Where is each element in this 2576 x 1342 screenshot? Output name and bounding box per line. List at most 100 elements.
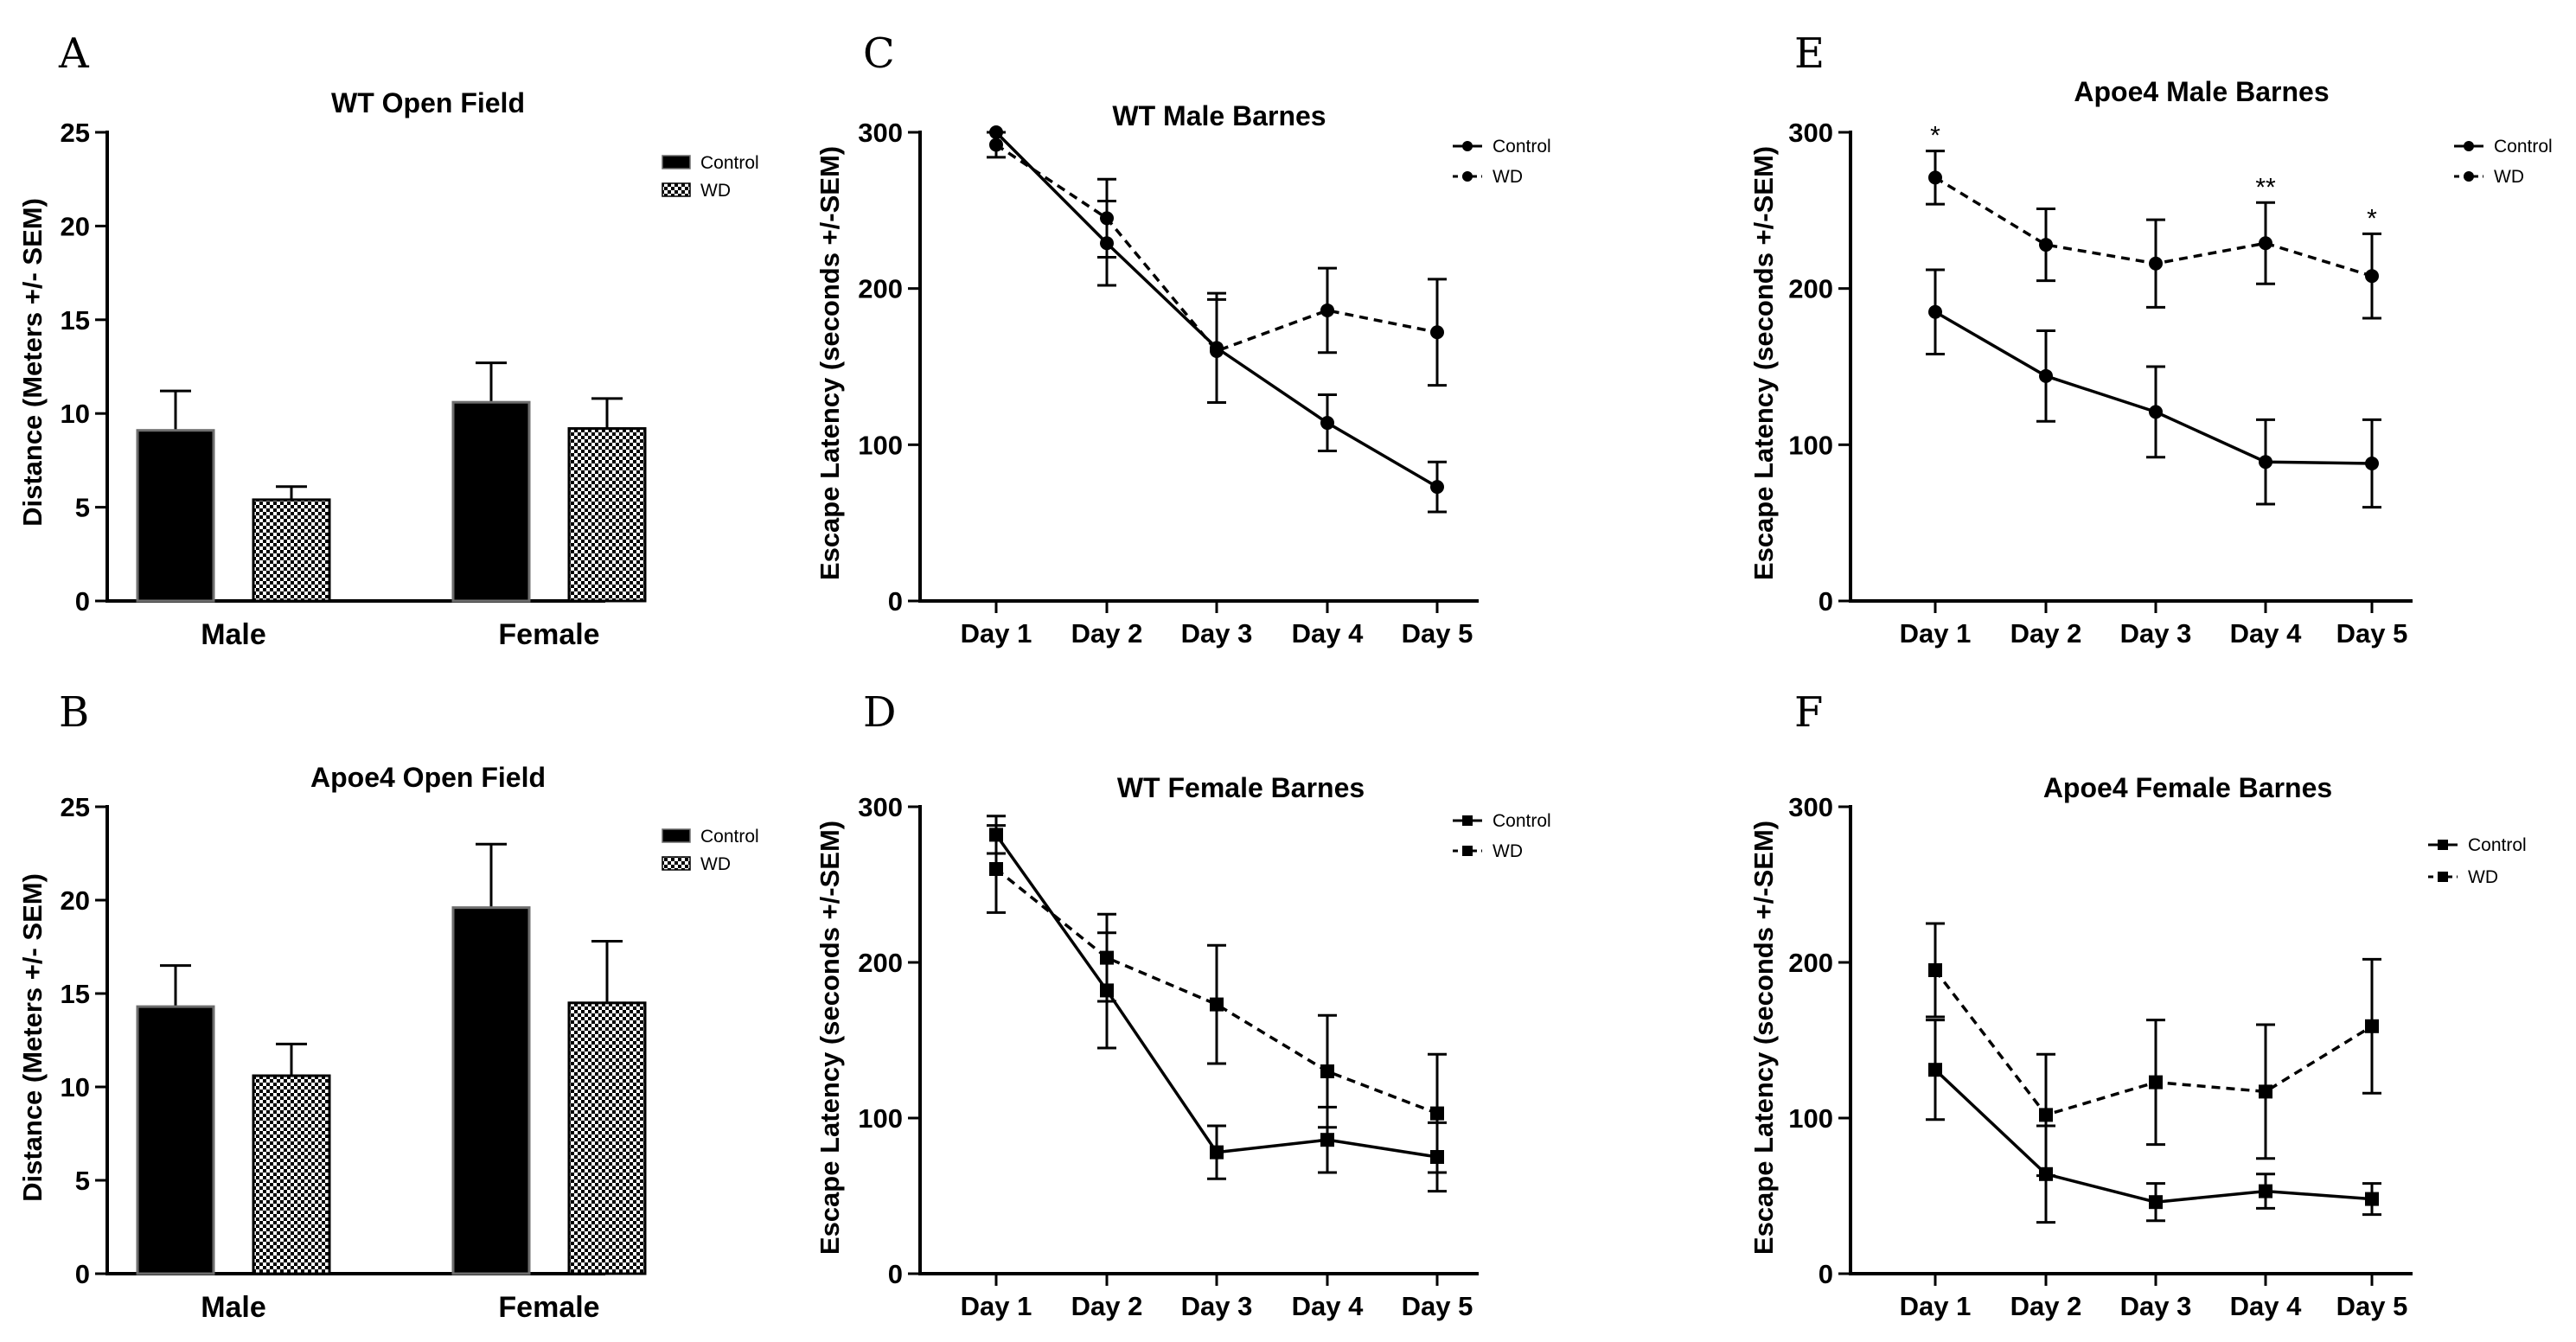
bar-wd — [252, 498, 331, 603]
legend-label: WD — [2468, 867, 2498, 887]
data-point-wd — [1100, 211, 1114, 226]
y-axis-label: Distance (Meters +/- SEM) — [17, 873, 48, 1202]
x-category-label: Male — [201, 618, 266, 651]
data-point-control — [2039, 368, 2053, 383]
plot-area: 0 5 10 15 20 25 Male Female Control WD — [61, 792, 759, 1324]
x-tick-label: Day 3 — [1181, 618, 1253, 649]
y-axis-label: Escape Latency (seconds +/-SEM) — [1748, 821, 1779, 1255]
data-point-control — [1210, 1145, 1224, 1160]
bar-control — [451, 906, 531, 1275]
y-tick-label: 300 — [858, 118, 903, 148]
x-tick-label: Day 5 — [2336, 1291, 2408, 1321]
y-tick-label: 100 — [1788, 1103, 1833, 1134]
x-tick-label: Day 2 — [1071, 618, 1143, 649]
legend-marker — [1462, 846, 1473, 856]
y-tick-label: 0 — [1819, 586, 1833, 617]
legend-swatch — [662, 182, 691, 197]
data-point-control — [2365, 1192, 2379, 1206]
bar-control — [136, 429, 215, 603]
data-point-control — [2149, 405, 2163, 419]
y-tick-label: 200 — [858, 948, 903, 978]
y-axis-label: Escape Latency (seconds +/-SEM) — [1748, 146, 1779, 580]
legend-label: Control — [1493, 137, 1551, 157]
legend-label: WD — [700, 854, 731, 874]
data-point-wd — [2259, 1084, 2272, 1099]
data-point-wd — [2149, 1075, 2163, 1090]
legend-label: WD — [700, 181, 731, 201]
y-tick-label: 5 — [75, 1166, 90, 1196]
x-tick-label: Day 4 — [1292, 618, 1364, 649]
data-point-control — [2259, 1184, 2272, 1198]
significance-marker: ** — [2255, 173, 2276, 201]
legend-label: WD — [1493, 841, 1523, 861]
y-tick-label: 100 — [858, 1103, 903, 1134]
x-category-label: Female — [498, 618, 599, 651]
panel-b: B Apoe4 Open Field Distance (Meters +/- … — [17, 688, 759, 1324]
x-tick-label: Day 5 — [2336, 618, 2408, 649]
data-point-wd — [1430, 1106, 1444, 1121]
panel-letter: D — [863, 688, 896, 737]
y-tick-label: 25 — [61, 118, 90, 148]
legend-label: Control — [2494, 137, 2553, 157]
x-tick-label: Day 2 — [2010, 1291, 2082, 1321]
y-tick-label: 200 — [858, 274, 903, 304]
legend-marker — [1462, 171, 1473, 182]
data-point-wd — [1100, 950, 1114, 965]
y-tick-label: 25 — [61, 792, 90, 822]
x-tick-label: Day 3 — [2120, 1291, 2192, 1321]
bar-wd — [567, 1001, 647, 1275]
legend-marker — [1462, 815, 1473, 826]
data-point-wd — [1430, 325, 1444, 340]
plot-area: 0 100 200 300 Day 1 Day 2 Day 3 Day 4 Day 5 Contr… — [1788, 792, 2526, 1321]
legend-marker — [2438, 840, 2448, 850]
bar-wd — [567, 427, 647, 603]
y-tick-label: 200 — [1788, 948, 1833, 978]
significance-marker: * — [2367, 204, 2377, 233]
significance-marker: * — [1930, 122, 1940, 150]
data-point-control — [2365, 457, 2379, 471]
data-point-wd — [1320, 1064, 1334, 1078]
y-tick-label: 0 — [75, 1259, 90, 1289]
x-tick-label: Day 1 — [1900, 618, 1972, 649]
panel-letter: F — [1794, 688, 1823, 737]
legend-label: Control — [700, 827, 759, 847]
y-tick-label: 300 — [1788, 792, 1833, 822]
data-point-wd — [1210, 343, 1224, 358]
y-tick-label: 200 — [1788, 274, 1833, 304]
bar-control — [136, 1005, 215, 1275]
y-tick-label: 15 — [61, 305, 90, 336]
x-category-label: Male — [201, 1291, 266, 1324]
legend-swatch — [662, 856, 691, 871]
legend-label: WD — [1493, 167, 1523, 187]
y-tick-label: 0 — [1819, 1259, 1833, 1289]
x-tick-label: Day 2 — [1071, 1291, 1143, 1321]
y-tick-label: 10 — [61, 1072, 90, 1102]
y-tick-label: 5 — [75, 493, 90, 523]
x-tick-label: Day 3 — [1181, 1291, 1253, 1321]
y-tick-label: 0 — [888, 586, 903, 617]
x-tick-label: Day 4 — [2230, 618, 2302, 649]
legend-marker — [1462, 141, 1473, 151]
y-axis-label: Distance (Meters +/- SEM) — [17, 198, 48, 527]
legend-marker — [2464, 171, 2474, 182]
plot-area: 0 100 200 300 Day 1 Day 2 Day 3 Day 4 Day 5 Contr… — [858, 792, 1550, 1321]
x-tick-label: Day 1 — [1900, 1291, 1972, 1321]
chart-title: Apoe4 Male Barnes — [2074, 76, 2329, 107]
data-point-control — [1320, 1133, 1334, 1147]
x-tick-label: Day 1 — [961, 618, 1032, 649]
legend-label: Control — [2468, 835, 2527, 855]
x-tick-label: Day 4 — [2230, 1291, 2302, 1321]
y-tick-label: 15 — [61, 979, 90, 1009]
panel-letter: B — [59, 688, 89, 737]
plot-area: 0 5 10 15 20 25 Male Female Control WD — [61, 118, 759, 651]
y-tick-label: 300 — [858, 792, 903, 822]
data-point-wd — [2259, 236, 2272, 251]
data-point-wd — [2365, 1019, 2379, 1033]
y-tick-label: 100 — [858, 430, 903, 460]
data-point-control — [1430, 480, 1444, 495]
data-point-wd — [1928, 170, 1942, 185]
legend-marker — [2438, 872, 2448, 882]
data-point-control — [1928, 304, 1942, 319]
data-point-control — [1928, 1063, 1942, 1077]
